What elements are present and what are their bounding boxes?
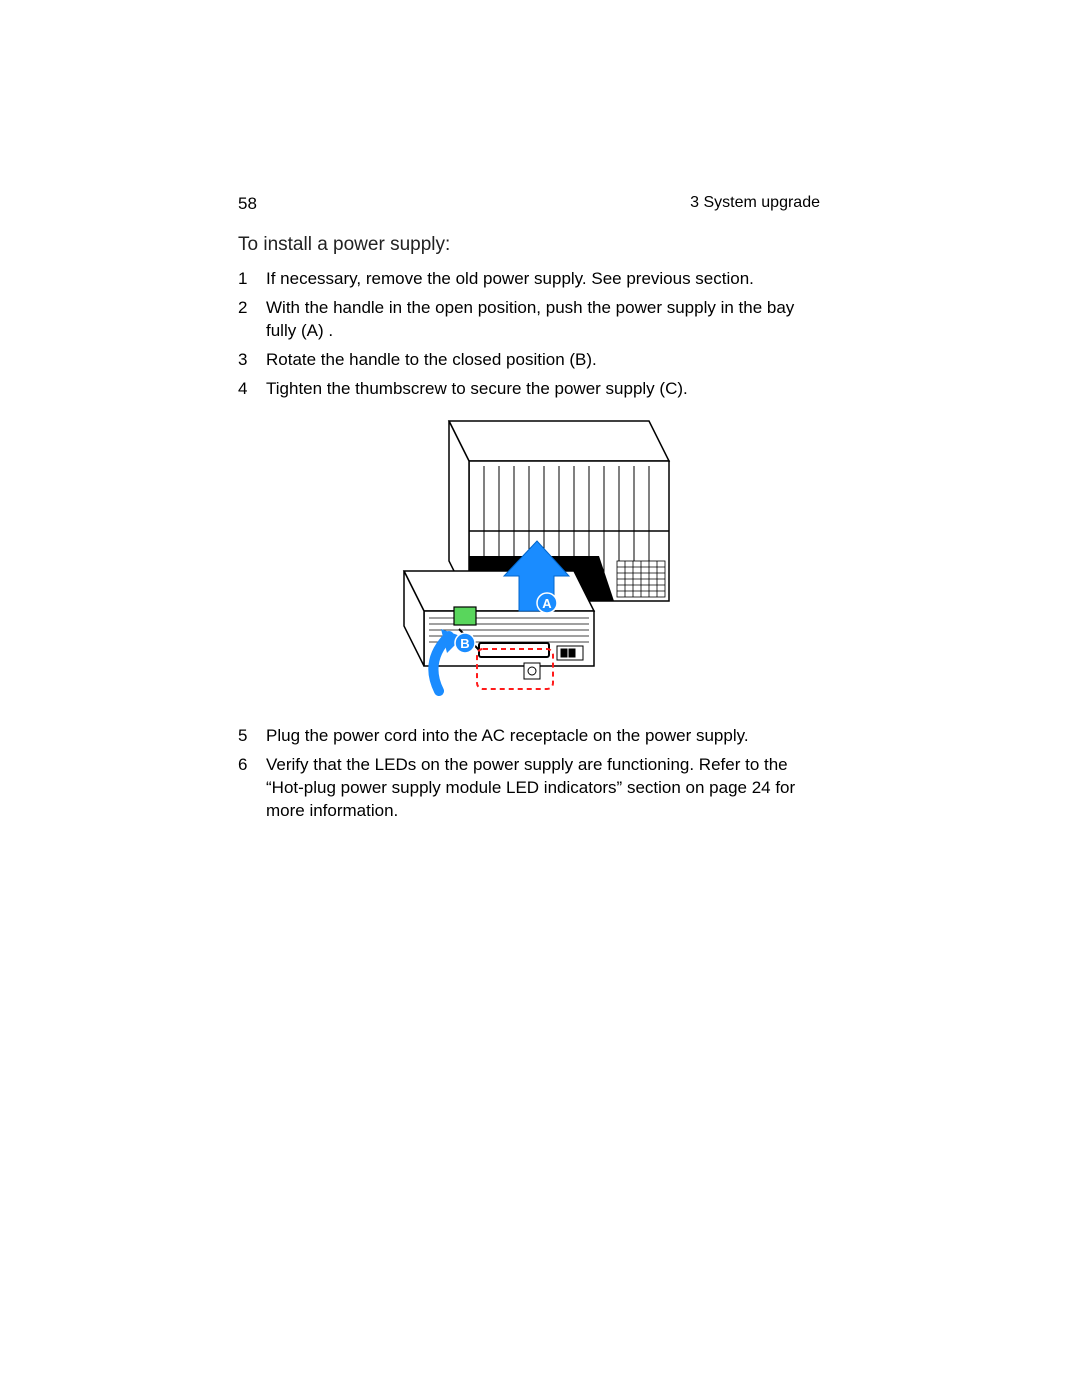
step-text: If necessary, remove the old power suppl…: [266, 268, 820, 291]
step-number: 2: [238, 297, 266, 343]
steps-list-bottom: 5Plug the power cord into the AC recepta…: [238, 725, 820, 823]
step-text: Tighten the thumbscrew to secure the pow…: [266, 378, 820, 401]
page-header: 58 3 System upgrade: [238, 194, 820, 214]
page-number: 58: [238, 194, 257, 214]
manual-page: 58 3 System upgrade To install a power s…: [0, 0, 1080, 1397]
step-text: Rotate the handle to the closed position…: [266, 349, 820, 372]
steps-list-top: 1If necessary, remove the old power supp…: [238, 268, 820, 401]
power-supply-figure: A B: [238, 411, 820, 711]
chapter-label: 3 System upgrade: [690, 194, 820, 214]
step-item: 4Tighten the thumbscrew to secure the po…: [238, 378, 820, 401]
power-supply-illustration: A B: [369, 411, 689, 711]
callout-a-label: A: [542, 596, 552, 611]
step-text: Verify that the LEDs on the power supply…: [266, 754, 820, 823]
section-title: To install a power supply:: [238, 234, 820, 256]
step-item: 1If necessary, remove the old power supp…: [238, 268, 820, 291]
step-text: Plug the power cord into the AC receptac…: [266, 725, 820, 748]
step-number: 5: [238, 725, 266, 748]
step-text: With the handle in the open position, pu…: [266, 297, 820, 343]
step-item: 3Rotate the handle to the closed positio…: [238, 349, 820, 372]
step-item: 2With the handle in the open position, p…: [238, 297, 820, 343]
step-item: 5Plug the power cord into the AC recepta…: [238, 725, 820, 748]
step-number: 3: [238, 349, 266, 372]
step-number: 4: [238, 378, 266, 401]
callout-b-label: B: [460, 636, 469, 651]
step-number: 1: [238, 268, 266, 291]
step-item: 6Verify that the LEDs on the power suppl…: [238, 754, 820, 823]
content-area: To install a power supply: 1If necessary…: [238, 234, 820, 822]
step-number: 6: [238, 754, 266, 823]
